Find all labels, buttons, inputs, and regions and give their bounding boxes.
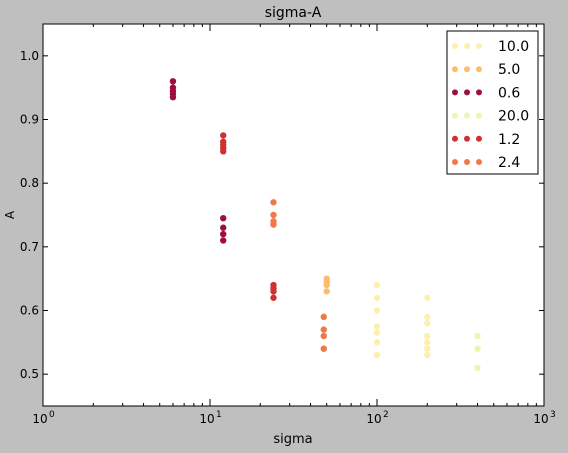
data-point bbox=[323, 281, 330, 289]
legend-marker bbox=[452, 135, 458, 142]
legend-marker bbox=[464, 43, 470, 49]
data-point bbox=[474, 345, 481, 352]
data-point bbox=[424, 332, 431, 340]
data-point bbox=[373, 323, 381, 330]
data-point bbox=[169, 78, 177, 85]
data-point bbox=[220, 214, 227, 222]
data-point bbox=[424, 345, 431, 352]
data-point bbox=[320, 345, 327, 352]
legend-marker bbox=[452, 66, 458, 73]
legend-label: 5.0 bbox=[498, 62, 520, 78]
data-point bbox=[220, 132, 227, 139]
legend-marker bbox=[476, 89, 482, 96]
data-point bbox=[220, 237, 227, 244]
legend-marker bbox=[476, 159, 482, 165]
y-tick-label: 0.5 bbox=[20, 367, 39, 381]
data-point bbox=[320, 326, 327, 333]
data-point bbox=[270, 211, 277, 219]
legend-box bbox=[446, 30, 539, 175]
data-point bbox=[424, 294, 431, 301]
legend-marker bbox=[476, 66, 482, 73]
y-tick-label: 0.9 bbox=[20, 113, 39, 127]
data-point bbox=[424, 313, 431, 321]
legend-label: 0.6 bbox=[498, 85, 520, 101]
legend-marker bbox=[464, 112, 470, 119]
y-tick-label: 0.6 bbox=[20, 304, 39, 318]
legend-marker bbox=[464, 66, 470, 73]
legend-label: 2.4 bbox=[498, 155, 520, 171]
legend-marker bbox=[464, 135, 470, 142]
data-point bbox=[424, 339, 431, 346]
x-tick-base: 10 bbox=[366, 412, 381, 426]
chart-title: sigma-A bbox=[265, 5, 322, 21]
data-point bbox=[320, 313, 327, 321]
data-point bbox=[474, 332, 481, 340]
x-tick-base: 10 bbox=[32, 412, 47, 426]
legend-label: 1.2 bbox=[498, 132, 520, 148]
legend-marker bbox=[476, 43, 482, 49]
x-tick-exponent: 2 bbox=[383, 410, 389, 420]
data-point bbox=[320, 332, 327, 340]
x-tick-label: 10 0 bbox=[32, 410, 55, 426]
y-tick-label: 0.7 bbox=[20, 240, 39, 254]
x-tick-base: 10 bbox=[199, 412, 214, 426]
legend-label: 20.0 bbox=[498, 109, 529, 125]
data-point bbox=[220, 230, 227, 238]
data-point bbox=[270, 288, 277, 295]
data-point bbox=[424, 320, 431, 327]
legend-marker bbox=[464, 89, 470, 96]
data-points bbox=[169, 78, 481, 371]
legend: 10.0 5.0 0.6 20.0 1.2 2.4 bbox=[446, 30, 539, 175]
legend-marker bbox=[452, 159, 458, 165]
x-tick-label: 10 3 bbox=[533, 410, 555, 426]
y-tick-label: 1.0 bbox=[20, 49, 39, 63]
legend-marker bbox=[476, 135, 482, 142]
legend-marker bbox=[464, 159, 470, 165]
data-point bbox=[474, 364, 481, 371]
data-point bbox=[220, 148, 227, 155]
data-point bbox=[220, 224, 227, 231]
legend-marker bbox=[452, 89, 458, 96]
data-point bbox=[373, 294, 381, 301]
x-tick-exponent: 3 bbox=[550, 410, 556, 420]
x-tick-label: 10 2 bbox=[366, 410, 388, 426]
data-point bbox=[270, 199, 277, 206]
legend-label: 10.0 bbox=[498, 39, 529, 55]
axis-ticks: 0.50.60.70.80.91.010 0 10 1 10 2 10 3 bbox=[20, 24, 556, 426]
data-point bbox=[373, 329, 381, 336]
x-tick-exponent: 1 bbox=[216, 410, 222, 420]
legend-marker bbox=[452, 112, 458, 119]
data-point bbox=[424, 351, 431, 359]
data-point bbox=[373, 281, 381, 289]
data-point bbox=[169, 94, 177, 101]
y-tick-label: 0.8 bbox=[20, 176, 39, 190]
legend-marker bbox=[452, 43, 458, 49]
data-point bbox=[373, 351, 381, 359]
x-tick-base: 10 bbox=[533, 412, 548, 426]
data-point bbox=[323, 288, 330, 295]
data-point bbox=[373, 339, 381, 346]
x-tick-exponent: 0 bbox=[49, 410, 55, 420]
y-axis-label: A bbox=[3, 210, 17, 219]
data-point bbox=[270, 294, 277, 301]
x-tick-label: 10 1 bbox=[199, 410, 221, 426]
data-point bbox=[270, 221, 277, 228]
data-point bbox=[373, 307, 381, 314]
legend-marker bbox=[476, 112, 482, 119]
x-axis-label: sigma bbox=[273, 432, 312, 447]
